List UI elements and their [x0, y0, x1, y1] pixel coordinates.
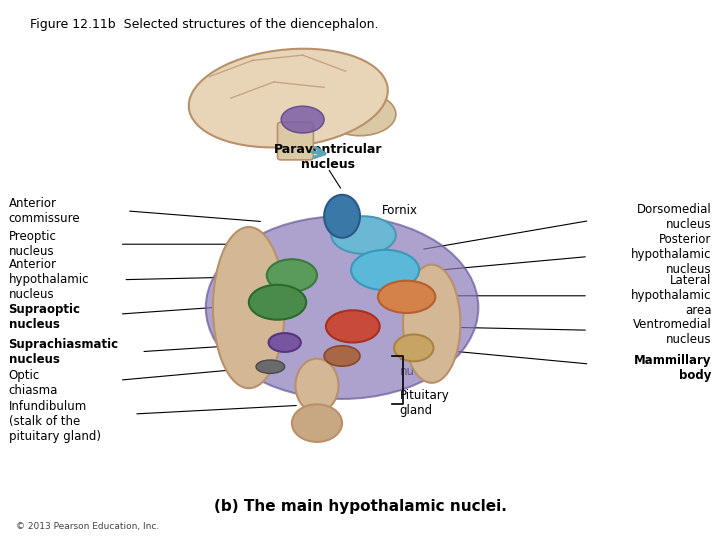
Text: (b) The main hypothalamic nuclei.: (b) The main hypothalamic nuclei.: [214, 499, 506, 514]
Text: Arcuate
nucleus: Arcuate nucleus: [400, 350, 446, 378]
Ellipse shape: [206, 217, 478, 399]
Text: © 2013 Pearson Education, Inc.: © 2013 Pearson Education, Inc.: [16, 522, 159, 531]
Text: Mammillary
body: Mammillary body: [634, 354, 711, 382]
Ellipse shape: [256, 360, 284, 374]
Ellipse shape: [213, 227, 284, 388]
Text: Optic
chiasma: Optic chiasma: [9, 369, 58, 397]
Ellipse shape: [403, 265, 460, 383]
Text: Paraventricular
nucleus: Paraventricular nucleus: [274, 143, 382, 171]
Text: Preoptic
nucleus: Preoptic nucleus: [9, 230, 56, 258]
Text: Infundibulum
(stalk of the
pituitary gland): Infundibulum (stalk of the pituitary gla…: [9, 400, 101, 443]
Ellipse shape: [295, 359, 338, 413]
Text: Supraoptic
nucleus: Supraoptic nucleus: [9, 303, 81, 331]
Ellipse shape: [378, 281, 436, 313]
FancyBboxPatch shape: [277, 122, 313, 160]
Ellipse shape: [281, 106, 324, 133]
Ellipse shape: [269, 333, 301, 352]
Text: Anterior
hypothalamic
nucleus: Anterior hypothalamic nucleus: [9, 258, 89, 301]
Ellipse shape: [394, 334, 433, 361]
Ellipse shape: [324, 195, 360, 238]
Ellipse shape: [324, 93, 396, 136]
Ellipse shape: [249, 285, 306, 320]
Text: Posterior
hypothalamic
nucleus: Posterior hypothalamic nucleus: [631, 233, 711, 276]
Text: Figure 12.11b  Selected structures of the diencephalon.: Figure 12.11b Selected structures of the…: [30, 17, 379, 30]
Text: Dorsomedial
nucleus: Dorsomedial nucleus: [636, 204, 711, 231]
Text: Fornix: Fornix: [382, 205, 418, 218]
Ellipse shape: [292, 404, 342, 442]
Ellipse shape: [324, 346, 360, 366]
Ellipse shape: [326, 310, 379, 342]
Text: Anterior
commissure: Anterior commissure: [9, 197, 80, 225]
Ellipse shape: [351, 250, 419, 290]
Text: Suprachiasmatic
nucleus: Suprachiasmatic nucleus: [9, 338, 119, 366]
Ellipse shape: [189, 49, 388, 147]
Ellipse shape: [331, 217, 396, 254]
Text: Ventromedial
nucleus: Ventromedial nucleus: [633, 318, 711, 346]
Ellipse shape: [267, 259, 317, 292]
Text: Pituitary
gland: Pituitary gland: [400, 389, 449, 417]
Text: Lateral
hypothalamic
area: Lateral hypothalamic area: [631, 274, 711, 318]
